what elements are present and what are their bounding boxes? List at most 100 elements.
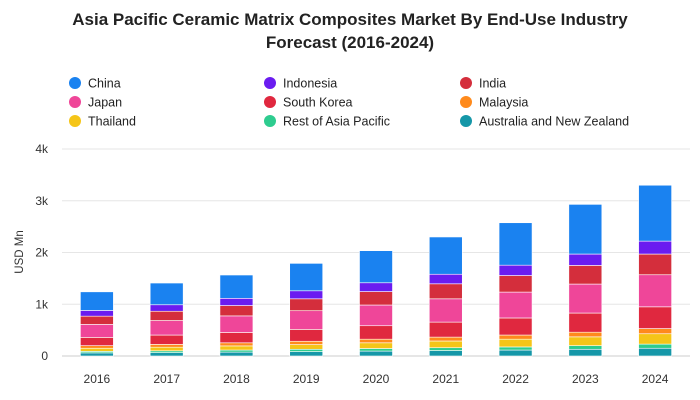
bar-segment <box>359 250 393 284</box>
bar-segment <box>638 274 672 308</box>
x-tick-label: 2020 <box>363 372 390 386</box>
bar-segment <box>498 275 533 293</box>
legend-marker <box>460 115 472 127</box>
legend: China Indonesia India Japan South Korea Malay… <box>69 77 629 129</box>
bar-segment <box>149 310 184 321</box>
bar-segment <box>80 352 114 357</box>
bar-segment <box>219 297 254 306</box>
bar-segment <box>568 312 603 333</box>
y-tick-label: 0 <box>41 349 48 363</box>
y-tick-label: 1k <box>35 297 49 311</box>
bars <box>80 184 672 357</box>
bar-segment <box>638 343 672 349</box>
legend-marker <box>460 96 472 108</box>
bar-segment <box>80 310 114 317</box>
legend-label: China <box>88 77 121 91</box>
bar-segment <box>428 347 463 351</box>
bar-segment <box>80 337 114 346</box>
bar-segment <box>359 304 393 327</box>
bar-segment <box>80 345 114 349</box>
legend-label: South Korea <box>283 96 353 110</box>
bar-segment <box>219 342 254 347</box>
x-axis-ticks: 2016 2017 2018 2019 2020 2021 2022 2023 2024 <box>84 372 669 386</box>
legend-marker <box>69 96 81 108</box>
bar-segment <box>219 274 254 299</box>
bar-segment <box>498 291 533 319</box>
bar-segment <box>638 347 672 357</box>
x-tick-label: 2024 <box>642 372 669 386</box>
bar-segment <box>80 315 114 325</box>
chart-title-line2: Forecast (2016-2024) <box>266 33 434 52</box>
y-tick-label: 3k <box>35 194 49 208</box>
bar-segment <box>359 350 393 357</box>
bar-segment <box>289 348 324 352</box>
bar-segment <box>289 263 324 292</box>
legend-label: Australia and New Zealand <box>479 115 629 129</box>
bar-segment <box>638 328 672 335</box>
bar-segment <box>428 283 463 300</box>
legend-label: Japan <box>88 96 122 110</box>
bar-segment <box>428 321 463 338</box>
chart-title-line1: Asia Pacific Ceramic Matrix Composites M… <box>72 10 628 29</box>
bar-segment <box>149 304 184 312</box>
legend-label: Rest of Asia Pacific <box>283 115 390 129</box>
x-tick-label: 2019 <box>293 372 320 386</box>
bar-segment <box>428 350 463 357</box>
bar-segment <box>359 282 393 292</box>
bar-segment <box>568 253 603 266</box>
bar-segment <box>638 333 672 345</box>
bar-segment <box>428 236 463 275</box>
bar-segment <box>149 320 184 336</box>
bar-segment <box>498 222 533 266</box>
bar-segment <box>638 253 672 276</box>
bar-segment <box>568 204 603 255</box>
bar-segment <box>359 348 393 352</box>
x-tick-label: 2018 <box>223 372 250 386</box>
legend-marker <box>264 77 276 89</box>
bar-segment <box>498 349 533 357</box>
legend-marker <box>460 77 472 89</box>
bar-segment <box>149 346 184 352</box>
bar-segment <box>359 325 393 340</box>
bar-segment <box>219 315 254 333</box>
legend-marker <box>69 115 81 127</box>
bar-segment <box>359 342 393 349</box>
legend-marker <box>69 77 81 89</box>
bar-segment <box>149 344 184 348</box>
bar-segment <box>289 290 324 300</box>
bar-segment <box>568 348 603 357</box>
x-tick-label: 2017 <box>153 372 180 386</box>
bar-segment <box>219 345 254 351</box>
bar-segment <box>219 351 254 357</box>
bar-segment <box>80 324 114 338</box>
bar-segment <box>428 340 463 349</box>
bar-segment <box>638 306 672 329</box>
bar-segment <box>568 331 603 338</box>
bar-segment <box>428 336 463 342</box>
bar-segment <box>149 282 184 306</box>
bar-segment <box>359 291 393 306</box>
bar-segment <box>638 240 672 255</box>
bar-segment <box>289 351 324 357</box>
bar-segment <box>219 332 254 344</box>
bar-segment <box>149 352 184 357</box>
bar-segment <box>80 291 114 311</box>
bar-segment <box>149 334 184 345</box>
bar-segment <box>498 264 533 276</box>
bar-segment <box>498 338 533 348</box>
legend-label: Thailand <box>88 115 136 129</box>
bar-segment <box>80 347 114 352</box>
bar-segment <box>498 346 533 351</box>
bar-segment <box>638 184 672 242</box>
legend-label: Malaysia <box>479 96 528 110</box>
bar-segment <box>568 345 603 350</box>
bar-segment <box>498 334 533 340</box>
bar-segment <box>428 298 463 323</box>
bar-segment <box>568 283 603 314</box>
bar-segment <box>568 265 603 285</box>
x-tick-label: 2021 <box>432 372 459 386</box>
y-tick-label: 2k <box>35 246 49 260</box>
bar-segment <box>219 349 254 353</box>
